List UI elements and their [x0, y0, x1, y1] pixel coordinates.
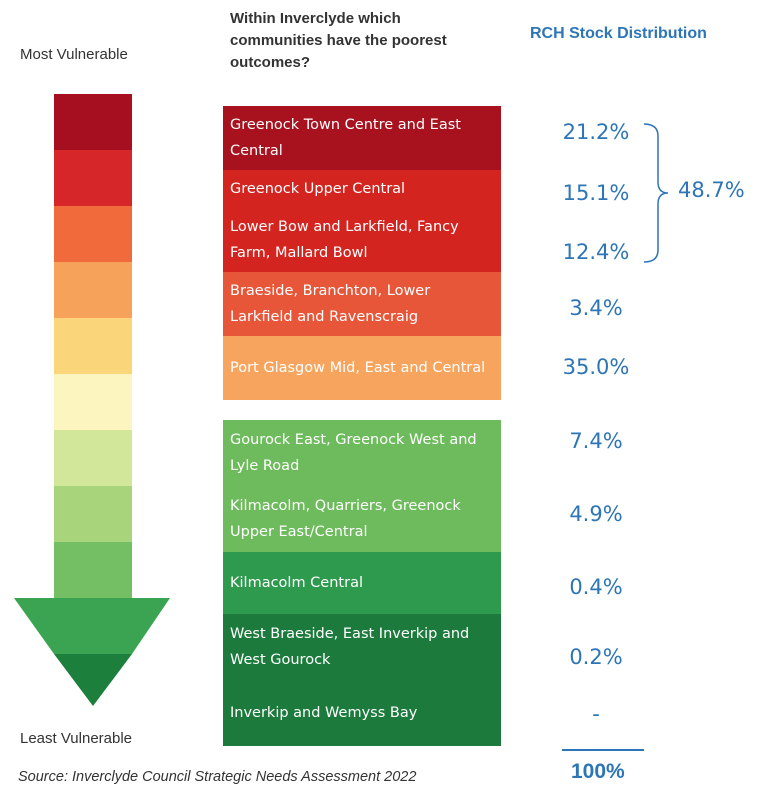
arrow-graphic — [14, 94, 170, 706]
community-row: West Braeside, East Inverkip and West Go… — [223, 614, 501, 680]
community-row: Gourock East, Greenock West and Lyle Roa… — [223, 420, 501, 486]
stock-pct: 12.4% — [562, 240, 630, 264]
community-row: Kilmacolm Central — [223, 552, 501, 614]
community-name: Braeside, Branchton, Lower Larkfield and… — [230, 283, 431, 325]
community-name: Greenock Upper Central — [230, 181, 406, 197]
community-row: Greenock Town Centre and East Central — [223, 106, 501, 170]
arrow-band — [54, 430, 132, 487]
group-total-pct: 48.7% — [678, 178, 745, 202]
stock-pct: - — [592, 702, 600, 726]
community-name: Port Glasgow Mid, East and Central — [230, 360, 486, 376]
arrow-band — [54, 262, 132, 319]
community-row: Kilmacolm, Quarriers, Greenock Upper Eas… — [223, 486, 501, 552]
stock-pct: 0.2% — [569, 645, 623, 669]
community-name: Kilmacolm, Quarriers, Greenock Upper Eas… — [230, 498, 461, 540]
stock-pct: 3.4% — [569, 296, 623, 320]
arrow-band — [54, 374, 132, 431]
stock-pct: 21.2% — [562, 120, 630, 144]
community-row: Braeside, Branchton, Lower Larkfield and… — [223, 272, 501, 336]
stock-pct: 7.4% — [569, 429, 623, 453]
community-name: Greenock Town Centre and East Central — [230, 117, 461, 159]
community-row: Port Glasgow Mid, East and Central — [223, 336, 501, 400]
arrow-band — [54, 94, 132, 151]
community-name: Lower Bow and Larkfield, Fancy Farm, Mal… — [230, 219, 459, 261]
arrow-band — [54, 150, 132, 207]
question-header: Within Inverclyde which communities have… — [230, 10, 447, 71]
community-name: West Braeside, East Inverkip and West Go… — [230, 626, 470, 668]
stock-pct: 0.4% — [569, 575, 623, 599]
vulnerability-gradient-arrow — [12, 94, 172, 714]
arrow-band — [54, 486, 132, 543]
stock-pct: 4.9% — [569, 502, 623, 526]
arrow-band — [54, 318, 132, 375]
community-row: Inverkip and Wemyss Bay — [223, 680, 501, 746]
arrow-head-band — [14, 598, 170, 654]
community-name: Gourock East, Greenock West and Lyle Roa… — [230, 432, 477, 474]
stock-pct: 35.0% — [562, 355, 630, 379]
group-bracket — [640, 122, 670, 264]
least-vulnerable-label: Least Vulnerable — [20, 730, 133, 747]
arrow-band — [54, 206, 132, 263]
stock-pct: 15.1% — [562, 181, 630, 205]
total-pct: 100% — [571, 760, 625, 783]
community-row: Greenock Upper Central — [223, 170, 501, 208]
total-divider — [562, 749, 644, 751]
community-row: Lower Bow and Larkfield, Fancy Farm, Mal… — [223, 208, 501, 272]
source-note: Source: Inverclyde Council Strategic Nee… — [18, 769, 417, 785]
community-name: Inverkip and Wemyss Bay — [230, 705, 418, 721]
most-vulnerable-label: Most Vulnerable — [20, 46, 128, 63]
community-name: Kilmacolm Central — [230, 575, 363, 591]
arrow-band — [54, 542, 132, 599]
rch-stock-header: RCH Stock Distribution — [530, 25, 707, 42]
arrow-head-tip — [54, 654, 132, 706]
